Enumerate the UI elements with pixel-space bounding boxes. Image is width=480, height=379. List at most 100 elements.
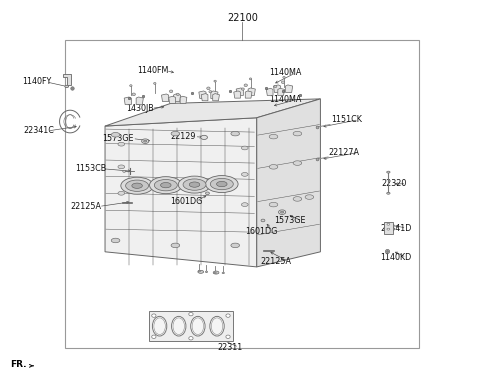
Text: 1151CK: 1151CK: [331, 115, 362, 124]
Text: 1140MA: 1140MA: [269, 68, 301, 77]
Ellipse shape: [111, 133, 120, 137]
Ellipse shape: [192, 318, 204, 335]
Ellipse shape: [154, 318, 165, 335]
Polygon shape: [257, 99, 321, 267]
Ellipse shape: [269, 164, 278, 169]
Ellipse shape: [210, 179, 233, 190]
Ellipse shape: [241, 88, 244, 90]
Ellipse shape: [387, 228, 390, 230]
Ellipse shape: [216, 182, 227, 187]
Ellipse shape: [65, 85, 69, 88]
Ellipse shape: [169, 90, 173, 92]
Ellipse shape: [154, 83, 156, 85]
Ellipse shape: [231, 243, 240, 247]
Text: 22125A: 22125A: [261, 257, 291, 266]
Polygon shape: [199, 91, 206, 99]
Text: 1153CB: 1153CB: [75, 164, 106, 173]
Ellipse shape: [211, 318, 223, 335]
Ellipse shape: [126, 180, 149, 191]
Ellipse shape: [387, 223, 390, 225]
Ellipse shape: [205, 271, 208, 273]
Bar: [384, 222, 393, 234]
Ellipse shape: [155, 180, 177, 191]
Ellipse shape: [214, 80, 216, 82]
Text: 22311: 22311: [217, 343, 242, 352]
Ellipse shape: [189, 337, 193, 340]
Ellipse shape: [171, 316, 186, 336]
Polygon shape: [161, 94, 168, 102]
Text: 1140KD: 1140KD: [380, 253, 411, 262]
Polygon shape: [248, 88, 255, 96]
Ellipse shape: [207, 87, 210, 89]
Ellipse shape: [171, 132, 180, 136]
Ellipse shape: [281, 81, 285, 84]
Ellipse shape: [142, 139, 149, 143]
Polygon shape: [286, 85, 293, 92]
Polygon shape: [278, 88, 285, 96]
Ellipse shape: [152, 335, 156, 338]
Ellipse shape: [144, 140, 147, 142]
Ellipse shape: [198, 270, 201, 272]
Ellipse shape: [189, 182, 200, 187]
Text: 1430JB: 1430JB: [127, 104, 154, 113]
Ellipse shape: [249, 78, 252, 80]
Ellipse shape: [214, 272, 216, 274]
Ellipse shape: [241, 203, 248, 207]
Ellipse shape: [226, 314, 230, 317]
Text: 1573GE: 1573GE: [275, 216, 306, 225]
Polygon shape: [168, 96, 175, 103]
Ellipse shape: [130, 85, 132, 86]
Bar: [149, 311, 233, 341]
Ellipse shape: [293, 197, 302, 201]
Polygon shape: [105, 99, 321, 126]
Text: 22341D: 22341D: [380, 224, 412, 232]
Text: 22100: 22100: [227, 13, 258, 23]
Ellipse shape: [153, 316, 167, 336]
Ellipse shape: [178, 176, 211, 193]
Ellipse shape: [123, 171, 126, 172]
Ellipse shape: [278, 210, 286, 215]
Ellipse shape: [205, 175, 238, 193]
Ellipse shape: [387, 171, 390, 173]
Ellipse shape: [183, 179, 206, 190]
Ellipse shape: [280, 211, 284, 213]
Ellipse shape: [226, 335, 230, 338]
Polygon shape: [211, 91, 218, 99]
Polygon shape: [201, 94, 208, 101]
Ellipse shape: [231, 132, 240, 136]
Text: FR.: FR.: [10, 360, 27, 369]
Ellipse shape: [209, 91, 212, 93]
Text: 22341C: 22341C: [24, 127, 55, 135]
Ellipse shape: [213, 271, 219, 274]
Ellipse shape: [283, 77, 285, 78]
Ellipse shape: [222, 272, 225, 274]
Ellipse shape: [160, 183, 171, 188]
Ellipse shape: [118, 142, 125, 146]
Ellipse shape: [261, 219, 265, 222]
Ellipse shape: [274, 85, 277, 88]
Text: 1140MA: 1140MA: [269, 95, 301, 104]
Ellipse shape: [269, 202, 278, 207]
Polygon shape: [105, 118, 257, 267]
Polygon shape: [234, 91, 240, 98]
Ellipse shape: [210, 316, 224, 336]
Text: 22320: 22320: [381, 179, 407, 188]
Ellipse shape: [241, 172, 248, 176]
Polygon shape: [266, 88, 273, 96]
Ellipse shape: [111, 238, 120, 243]
Polygon shape: [274, 85, 281, 92]
Ellipse shape: [171, 243, 180, 247]
Ellipse shape: [205, 192, 209, 194]
Ellipse shape: [198, 270, 204, 273]
Text: 1601DG: 1601DG: [245, 227, 277, 235]
Ellipse shape: [132, 93, 135, 96]
Ellipse shape: [118, 191, 125, 195]
Ellipse shape: [305, 195, 314, 199]
Bar: [65, 40, 420, 348]
Polygon shape: [245, 91, 252, 98]
Ellipse shape: [191, 316, 205, 336]
Polygon shape: [136, 97, 144, 105]
Ellipse shape: [189, 312, 193, 316]
Ellipse shape: [387, 192, 390, 194]
Text: 1601DG: 1601DG: [170, 197, 203, 206]
